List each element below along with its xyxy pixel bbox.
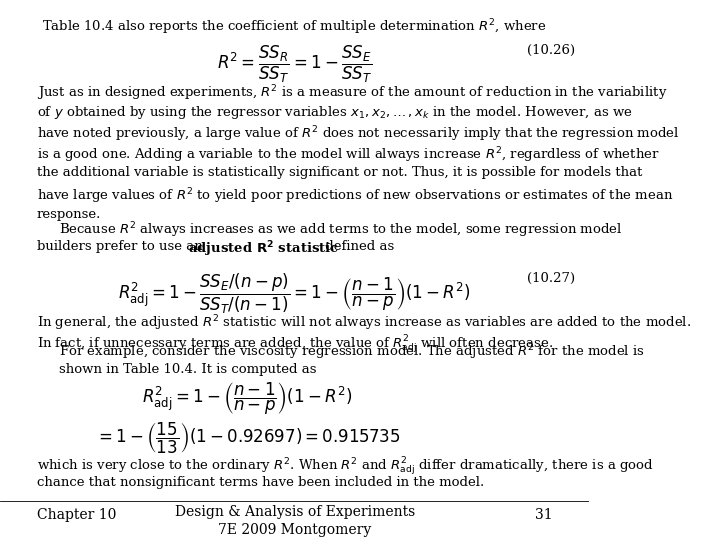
Text: which is very close to the ordinary $R^2$. When $R^2$ and $R^2_{\mathrm{adj}}$ d: which is very close to the ordinary $R^2… — [37, 455, 653, 478]
Text: the additional variable is statistically significant or not. Thus, it is possibl: the additional variable is statistically… — [37, 166, 642, 179]
Text: For example, consider the viscosity regression model. The adjusted $R^2$ for the: For example, consider the viscosity regr… — [59, 342, 644, 362]
Text: is a good one. Adding a variable to the model will always increase $R^2$, regard: is a good one. Adding a variable to the … — [37, 145, 660, 165]
Text: Design & Analysis of Experiments: Design & Analysis of Experiments — [174, 505, 415, 519]
Text: Table 10.4 also reports the coefficient of multiple determination $R^2$, where: Table 10.4 also reports the coefficient … — [42, 17, 547, 37]
Text: have large values of $R^2$ to yield poor predictions of new observations or esti: have large values of $R^2$ to yield poor… — [37, 187, 672, 206]
Text: 7E 2009 Montgomery: 7E 2009 Montgomery — [218, 523, 372, 537]
Text: adjusted $\mathbf{R^2}$ statistic: adjusted $\mathbf{R^2}$ statistic — [188, 240, 340, 259]
Text: $= 1 - \left(\dfrac{15}{13}\right)(1 - 0.92697) = 0.915735$: $= 1 - \left(\dfrac{15}{13}\right)(1 - 0… — [95, 421, 400, 456]
Text: chance that nonsignificant terms have been included in the model.: chance that nonsignificant terms have be… — [37, 476, 484, 489]
Text: of $y$ obtained by using the regressor variables $x_1, x_2, \ldots\,, x_k$ in th: of $y$ obtained by using the regressor v… — [37, 104, 632, 121]
Text: Just as in designed experiments, $R^2$ is a measure of the amount of reduction i: Just as in designed experiments, $R^2$ i… — [37, 83, 667, 103]
Text: 31: 31 — [535, 508, 553, 522]
Text: Chapter 10: Chapter 10 — [37, 508, 116, 522]
Text: $R^2_{\mathrm{adj}} = 1 - \left(\dfrac{n-1}{n-p}\right)(1-R^2)$: $R^2_{\mathrm{adj}} = 1 - \left(\dfrac{n… — [143, 381, 353, 417]
Text: $R^2 = \dfrac{SS_R}{SS_T} = 1 - \dfrac{SS_E}{SS_T}$: $R^2 = \dfrac{SS_R}{SS_T} = 1 - \dfrac{S… — [217, 44, 372, 85]
Text: defined as: defined as — [321, 240, 395, 253]
Text: builders prefer to use an: builders prefer to use an — [37, 240, 207, 253]
Text: In general, the adjusted $R^2$ statistic will not always increase as variables a: In general, the adjusted $R^2$ statistic… — [37, 313, 690, 333]
Text: (10.26): (10.26) — [527, 44, 575, 57]
Text: $R^2_{\mathrm{adj}} = 1 - \dfrac{SS_E/(n-p)}{SS_T/(n-1)} = 1 - \left(\dfrac{n-1}: $R^2_{\mathrm{adj}} = 1 - \dfrac{SS_E/(n… — [118, 272, 471, 316]
Text: (10.27): (10.27) — [527, 272, 575, 285]
Text: In fact, if unnecessary terms are added, the value of $R^2_{\mathrm{adj}}$ will : In fact, if unnecessary terms are added,… — [37, 334, 553, 356]
Text: response.: response. — [37, 207, 101, 220]
Text: shown in Table 10.4. It is computed as: shown in Table 10.4. It is computed as — [59, 363, 316, 376]
Text: Because $R^2$ always increases as we add terms to the model, some regression mod: Because $R^2$ always increases as we add… — [59, 220, 623, 240]
Text: have noted previously, a large value of $R^2$ does not necessarily imply that th: have noted previously, a large value of … — [37, 125, 679, 144]
